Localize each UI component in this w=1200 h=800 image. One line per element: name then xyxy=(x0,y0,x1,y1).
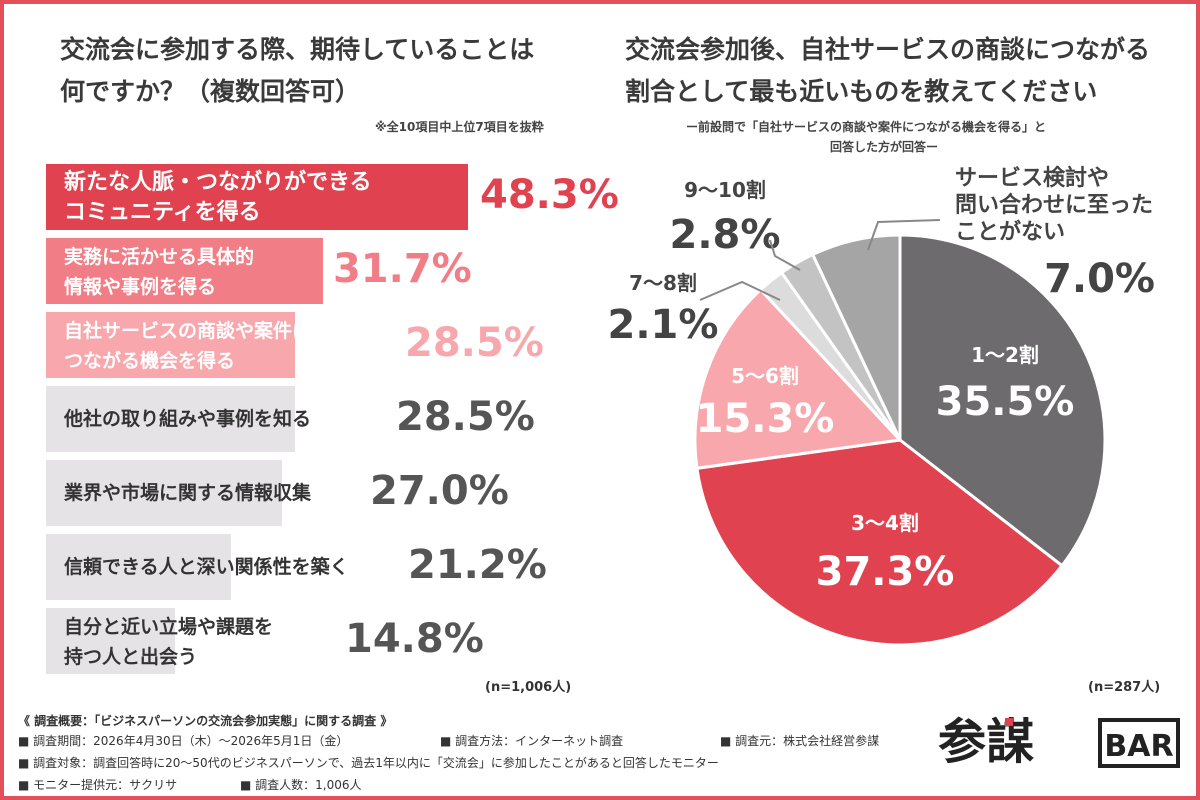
right-subtitle-line1: ー前設問で「自社サービスの商談や案件につながる機会を得る」と xyxy=(686,120,1047,134)
bar-label-7: 自分と近い立場や課題を 持つ人と出会う xyxy=(64,612,273,672)
bar-label-3: 自社サービスの商談や案件に つながる機会を得る xyxy=(64,316,311,376)
bar-7 xyxy=(46,608,176,674)
bar-label-4: 他社の取り組みや事例を知る xyxy=(64,404,311,434)
footer-period: ■ 調査期間：2026年4月30日（木）〜2026年5月1日（金） xyxy=(18,734,349,748)
pie-value-2: 37.3% xyxy=(816,549,955,595)
bar-5 xyxy=(46,460,282,526)
pie-leader-5 xyxy=(769,239,801,271)
logo-kanji: 参謀 xyxy=(938,714,1035,770)
footer-count: ■ 調査人数：1,006人 xyxy=(240,778,362,792)
bar-label-line: 自社サービスの商談や案件に xyxy=(64,320,312,342)
logo-bar: BAR xyxy=(1098,718,1180,768)
right-n-label: (n=287人) xyxy=(1088,680,1161,695)
bar-value-5: 27.0% xyxy=(370,468,509,514)
pie-value-5: 2.8% xyxy=(670,212,781,258)
pie-label-6-line-2: 問い合わせに至った xyxy=(955,192,1153,218)
bar-value-2: 31.7% xyxy=(332,246,472,292)
bar-label-line: 自分と近い立場や課題を xyxy=(64,616,274,638)
right-subtitle-line2: 回答した方が回答ー xyxy=(830,140,939,154)
pie-label-3: 5〜6割 xyxy=(731,364,799,388)
pie-label-1: 1〜2割 xyxy=(971,343,1039,367)
bar-value-3: 28.5% xyxy=(405,320,544,366)
bar-value-1: 48.3% xyxy=(480,172,619,218)
bar-label-line: 情報や事例を得る xyxy=(64,276,217,298)
footer-method: ■ 調査方法：インターネット調査 xyxy=(440,734,624,748)
bar-label-2: 実務に活かせる具体的 情報や事例を得る xyxy=(64,242,254,302)
pie-label-4: 7〜8割 xyxy=(629,271,697,295)
pie-label-6-line-1: サービス検討や xyxy=(955,165,1109,191)
pie-slice-6 xyxy=(810,233,902,441)
bar-label-line: つながる機会を得る xyxy=(64,350,236,372)
pie-value-3: 15.3% xyxy=(696,396,835,442)
right-title-line1: 交流会参加後、自社サービスの商談につながる xyxy=(625,35,1151,64)
bar-2 xyxy=(46,238,323,304)
footer-source: ■ 調査元：株式会社経営参謀 xyxy=(720,734,880,748)
bar-3 xyxy=(46,312,295,378)
pie-label-2: 3〜4割 xyxy=(851,511,919,535)
bar-label-line: 信頼できる人と深い関係性を築く xyxy=(64,556,349,578)
pie-slice-2 xyxy=(695,438,1065,647)
bar-label-6: 信頼できる人と深い関係性を築く xyxy=(64,552,349,582)
footer-provider: ■ モニター提供元：サクリサ xyxy=(18,778,178,792)
footer-line1: 《 調査概要：「ビジネスパーソンの交流会参加実態」に関する調査 》 xyxy=(18,714,393,728)
pie-label-5: 9〜10割 xyxy=(684,178,766,202)
pie-value-4: 2.1% xyxy=(608,302,719,348)
bar-value-7: 14.8% xyxy=(345,616,484,662)
bar-6 xyxy=(46,534,232,600)
bar-label-line: コミュニティを得る xyxy=(64,200,261,225)
pie-label-6-line-3: ことがない xyxy=(955,219,1065,245)
bar-4 xyxy=(46,386,295,452)
pie-slice-3 xyxy=(693,287,904,470)
pie-leader-6 xyxy=(867,219,941,251)
bar-label-1: 新たな人脈・つながりができる コミュニティを得る xyxy=(64,168,372,228)
bar-label-line: 業界や市場に関する情報収集 xyxy=(64,482,312,504)
bar-label-line: 新たな人脈・つながりができる xyxy=(64,170,372,195)
logo-accent xyxy=(1005,718,1013,726)
left-title-line1: 交流会に参加する際、期待していることは xyxy=(60,35,535,64)
footer-target: ■ 調査対象：調査回答時に20〜50代のビジネスパーソンで、過去1年以内に「交流… xyxy=(18,756,719,770)
bar-1 xyxy=(46,164,468,230)
left-note: ※全10項目中上位7項目を抜粋 xyxy=(375,120,544,134)
pie-value-1: 35.5% xyxy=(936,379,1075,425)
left-title-line2: 何ですか？（複数回答可） xyxy=(60,77,361,106)
pie-slice-1 xyxy=(898,233,1107,568)
right-title-line2: 割合として最も近いものを教えてください xyxy=(625,77,1098,106)
bar-label-line: 持つ人と出会う xyxy=(64,646,198,668)
bar-label-5: 業界や市場に関する情報収集 xyxy=(64,478,311,508)
left-n-label: (n=1,006人) xyxy=(485,680,572,695)
bar-value-4: 28.5% xyxy=(396,394,535,440)
pie-value-6: 7.0% xyxy=(1044,256,1155,302)
pie-leader-4 xyxy=(699,280,781,301)
bar-value-6: 21.2% xyxy=(408,542,547,588)
bar-label-line: 他社の取り組みや事例を知る xyxy=(64,408,312,430)
bar-label-line: 実務に活かせる具体的 xyxy=(64,246,255,268)
